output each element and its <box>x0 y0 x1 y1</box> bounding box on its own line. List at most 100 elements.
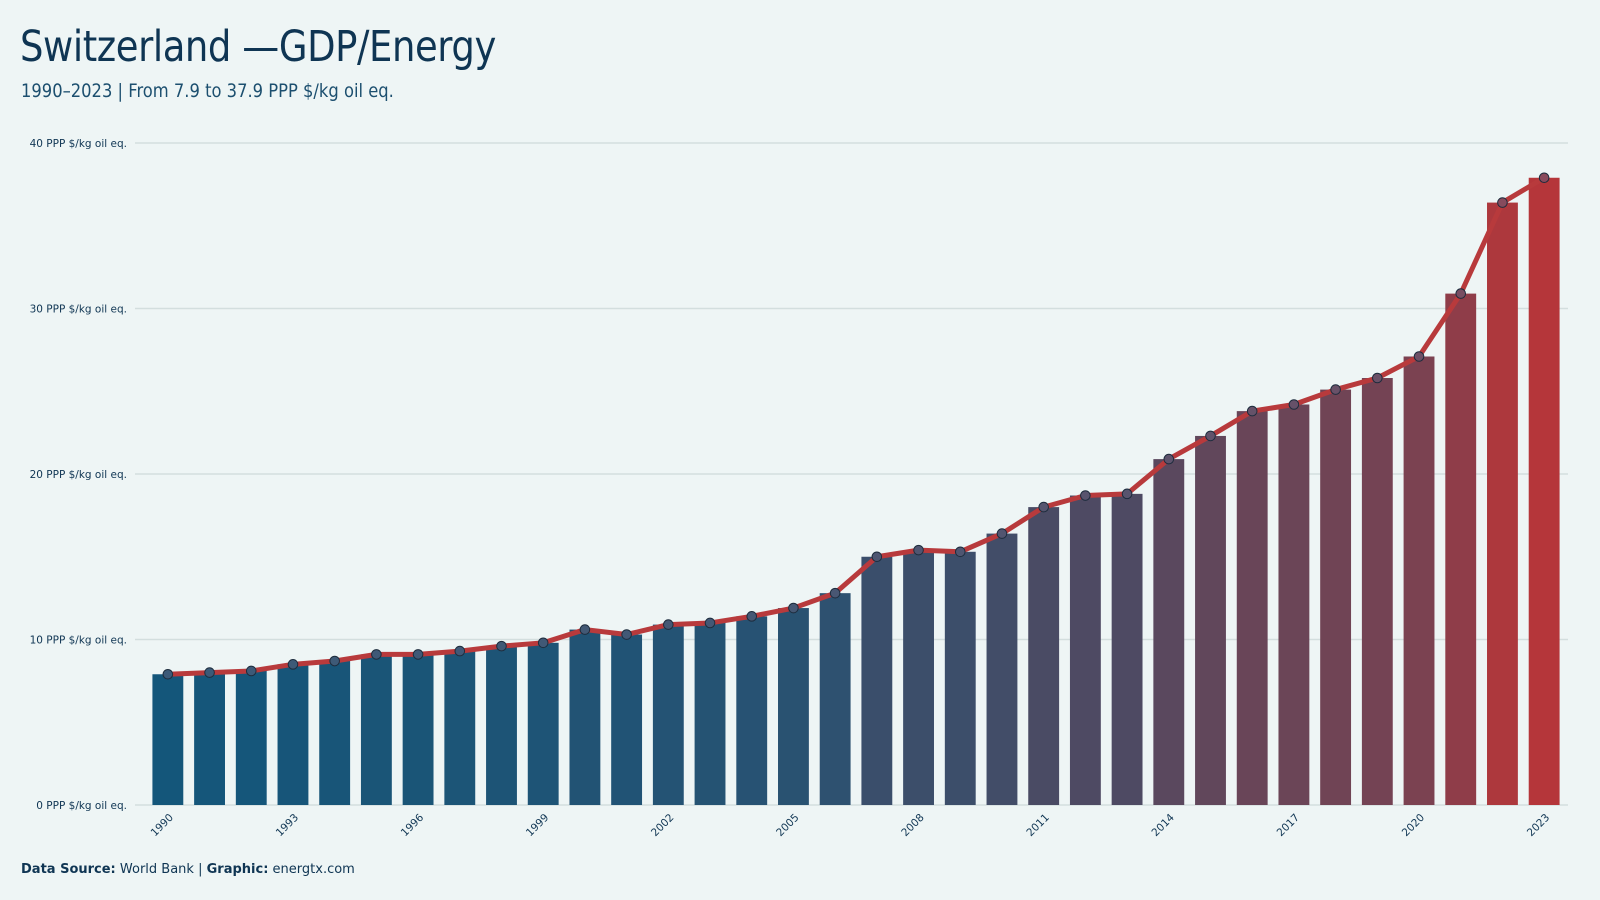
bar-1995 <box>360 654 392 805</box>
bar-2008 <box>903 550 934 805</box>
x-tick-label: 2017 <box>1275 812 1302 839</box>
point-2005 <box>788 602 799 614</box>
bar-2004 <box>736 616 768 805</box>
bar-2001 <box>611 634 643 805</box>
bars <box>152 177 1560 805</box>
x-tick-label: 2023 <box>1525 812 1552 839</box>
point-2007 <box>871 551 883 563</box>
y-tick-label: 20 PPP $/kg oil eq. <box>30 469 127 481</box>
point-2015 <box>1205 430 1216 442</box>
point-2002 <box>663 619 674 630</box>
point-2004 <box>746 611 758 622</box>
bar-1996 <box>402 654 434 805</box>
point-1994 <box>329 655 340 667</box>
point-2016 <box>1246 405 1258 417</box>
point-2003 <box>704 617 716 629</box>
x-tick-label: 2020 <box>1400 812 1427 839</box>
point-1993 <box>287 659 299 670</box>
x-tick-label: 2014 <box>1150 811 1178 839</box>
bar-1997 <box>444 651 476 805</box>
bar-1991 <box>194 672 225 805</box>
y-tick-label: 0 PPP $/kg oil eq. <box>36 800 127 812</box>
bar-1990 <box>152 674 184 805</box>
point-2018 <box>1330 384 1341 395</box>
footer-credits: Data Source: World Bank | Graphic: energ… <box>21 862 355 877</box>
graphic-value: energtx.com <box>272 862 355 877</box>
trend-line <box>165 175 1547 677</box>
footer-separator: | <box>198 862 203 877</box>
x-tick-label: 2002 <box>649 812 676 839</box>
point-1990 <box>162 668 174 680</box>
trend-line-path <box>165 175 1547 677</box>
point-1999 <box>537 637 549 649</box>
source-value: World Bank <box>119 862 194 877</box>
point-2022 <box>1497 197 1508 208</box>
x-tick-label: 2005 <box>774 812 801 839</box>
x-tick-label: 2008 <box>899 812 926 839</box>
bar-2021 <box>1445 293 1477 805</box>
point-2020 <box>1413 351 1425 362</box>
point-2001 <box>621 629 632 640</box>
y-tick-label: 10 PPP $/kg oil eq. <box>30 635 127 647</box>
bar-2010 <box>986 533 1018 805</box>
point-2009 <box>954 546 966 558</box>
x-axis-labels: 1990 1993 1996 1999 2002 2005 2008 2011 2014 2017… <box>149 811 1553 839</box>
x-tick-label: 2011 <box>1024 812 1051 839</box>
bar-2017 <box>1278 404 1310 805</box>
bar-1993 <box>277 664 309 805</box>
bar-2009 <box>944 551 976 805</box>
chart-subtitle: 1990–2023 | From 7.9 to 37.9 PPP $/kg oi… <box>21 80 394 102</box>
point-2011 <box>1038 501 1049 513</box>
bar-1998 <box>486 646 517 805</box>
bar-2015 <box>1195 435 1226 805</box>
bar-1994 <box>319 661 351 805</box>
bar-2018 <box>1320 389 1352 805</box>
y-tick-label: 40 PPP $/kg oil eq. <box>30 138 127 150</box>
point-2013 <box>1121 488 1133 500</box>
bar-1999 <box>527 642 559 805</box>
point-2006 <box>829 587 841 599</box>
point-1995 <box>371 649 382 660</box>
bar-2007 <box>861 556 893 805</box>
point-1998 <box>496 640 507 652</box>
x-tick-label: 1996 <box>399 811 427 839</box>
y-axis-labels: 0 PPP $/kg oil eq. 10 PPP $/kg oil eq. 20 … <box>30 138 127 812</box>
bar-2002 <box>652 624 684 805</box>
point-2019 <box>1372 372 1383 384</box>
point-2017 <box>1288 399 1300 410</box>
bar-2006 <box>819 593 851 805</box>
point-1997 <box>454 645 466 657</box>
bar-2022 <box>1487 202 1518 805</box>
bar-2003 <box>694 622 726 805</box>
bar-1992 <box>235 670 267 805</box>
x-tick-label: 1990 <box>149 812 176 839</box>
x-tick-label: 1993 <box>274 812 301 839</box>
point-2008 <box>913 544 924 556</box>
bar-2016 <box>1236 411 1268 805</box>
bar-2013 <box>1111 493 1143 805</box>
y-tick-label: 30 PPP $/kg oil eq. <box>30 304 127 316</box>
chart-title: Switzerland —GDP/Energy <box>20 22 496 72</box>
point-2000 <box>579 624 591 635</box>
bar-2019 <box>1361 378 1393 805</box>
point-1991 <box>204 667 215 678</box>
x-tick-label: 1999 <box>524 812 551 839</box>
point-2012 <box>1080 490 1091 501</box>
bar-2014 <box>1153 459 1185 805</box>
point-1992 <box>245 665 257 677</box>
source-label: Data Source: <box>21 862 116 877</box>
point-2010 <box>996 528 1008 539</box>
point-2014 <box>1163 453 1175 465</box>
bar-2023 <box>1528 177 1560 805</box>
bar-2005 <box>778 608 809 805</box>
point-1996 <box>412 649 424 660</box>
point-2023 <box>1538 172 1550 184</box>
bar-2020 <box>1403 356 1435 805</box>
bar-2000 <box>569 629 601 805</box>
point-2021 <box>1455 288 1467 299</box>
data-points <box>162 172 1550 680</box>
bar-2012 <box>1069 495 1101 805</box>
bar-2011 <box>1028 507 1060 805</box>
graphic-label: Graphic: <box>206 862 269 877</box>
